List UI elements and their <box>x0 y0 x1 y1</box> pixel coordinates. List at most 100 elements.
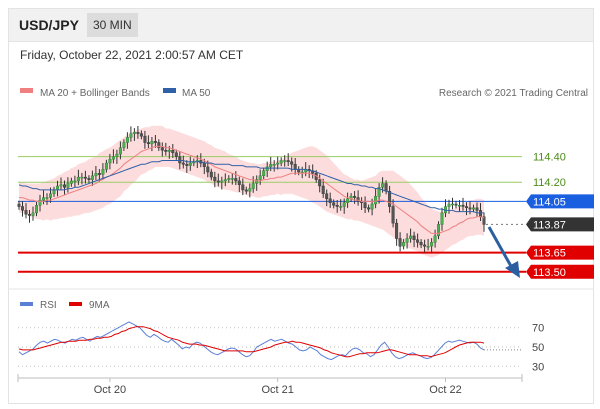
candle-body <box>279 160 283 164</box>
level-label: 113.50 <box>533 267 566 279</box>
candle-body <box>206 166 210 173</box>
candle-body <box>132 132 136 134</box>
candle-body <box>454 203 458 206</box>
candle-body <box>174 152 178 157</box>
candle-body <box>139 133 143 137</box>
candle-body <box>262 170 266 176</box>
candle-body <box>104 162 108 170</box>
candle-body <box>230 178 234 180</box>
x-tick-label: Oct 22 <box>429 384 461 396</box>
candle-body <box>461 204 465 207</box>
candle-body <box>125 137 129 143</box>
candle-body <box>73 180 77 183</box>
candle-body <box>465 206 469 208</box>
x-ticks: Oct 20 Oct 21 Oct 22 <box>94 378 462 396</box>
candle-body <box>426 245 430 248</box>
candle-body <box>56 185 60 190</box>
candle-body <box>59 184 63 187</box>
symbol-label: USD/JPY <box>19 17 79 33</box>
candle-body <box>90 175 94 180</box>
candle-body <box>45 197 49 199</box>
candle-body <box>146 142 150 144</box>
candle-body <box>440 212 444 225</box>
arrow-shaft <box>487 226 514 269</box>
candle-body <box>251 183 255 189</box>
candle-body <box>24 210 28 215</box>
candle-body <box>164 149 168 152</box>
candle-body <box>437 224 441 237</box>
level-label: 113.65 <box>533 248 566 260</box>
candle-body <box>129 133 133 138</box>
candle-body <box>272 164 276 166</box>
level-label: 113.87 <box>533 219 566 231</box>
candle-body <box>370 203 374 210</box>
candle-body <box>412 235 416 240</box>
interval-badge[interactable]: 30 MIN <box>87 13 138 37</box>
ma50-legend-label: MA 50 <box>182 88 211 99</box>
candle-body <box>447 203 451 207</box>
bollinger-band-area <box>19 125 484 258</box>
candle-body <box>87 178 91 180</box>
candle-body <box>472 207 476 210</box>
candle-body <box>395 222 399 239</box>
rsi-line <box>18 321 485 361</box>
candle-body <box>38 199 42 206</box>
candle-body <box>353 196 357 198</box>
candle-body <box>248 188 252 192</box>
candle-body <box>76 176 80 182</box>
candle-body <box>367 207 371 210</box>
candle-body <box>255 179 259 184</box>
candle-body <box>69 180 73 184</box>
candle-body <box>223 179 227 182</box>
forecast-arrow <box>487 226 520 278</box>
arrow-head <box>505 261 520 278</box>
candle-body <box>423 244 427 247</box>
candle-body <box>49 193 53 198</box>
candle-body <box>276 162 280 165</box>
candle-body <box>108 158 112 164</box>
candle-body <box>468 207 472 210</box>
candle-body <box>430 242 434 247</box>
candle-body <box>216 180 220 183</box>
candle-body <box>283 160 287 162</box>
rsi-lines <box>18 321 522 361</box>
x-tick-label: Oct 20 <box>94 384 126 396</box>
rsi-ma-legend-swatch <box>69 302 82 306</box>
candle-body <box>227 178 231 180</box>
candle-body <box>181 162 185 165</box>
rsi-tick-label: 70 <box>532 323 544 335</box>
candle-body <box>391 206 395 224</box>
candle-body <box>265 166 269 171</box>
candle-body <box>153 141 157 143</box>
rsi-legend-label: RSI <box>40 300 57 311</box>
candle-body <box>178 156 182 164</box>
level-label: 114.40 <box>533 152 566 164</box>
candle-body <box>342 202 346 207</box>
candle-body <box>167 149 171 152</box>
candle-body <box>115 153 119 157</box>
candle-body <box>213 176 217 182</box>
chart-datetime: Friday, October 22, 2021 2:00:57 AM CET <box>20 48 244 62</box>
ma20-line <box>19 145 485 234</box>
candle-body <box>185 164 189 166</box>
candle-body <box>405 238 409 243</box>
candle-body <box>143 135 147 143</box>
candle-body <box>42 197 46 201</box>
candle-body <box>94 173 98 177</box>
candle-body <box>21 206 25 211</box>
candle-body <box>188 162 192 166</box>
bollinger-legend-label: MA 20 + Bollinger Bands <box>40 88 150 99</box>
candle-body <box>157 142 161 148</box>
candle-body <box>318 179 322 187</box>
candle-body <box>346 198 350 203</box>
candle-body <box>122 142 126 148</box>
candle-body <box>335 204 339 207</box>
candle-body <box>482 216 486 225</box>
rsi-tick-label: 30 <box>532 361 544 373</box>
candle-body <box>475 207 479 211</box>
candle-body <box>290 161 294 165</box>
chart-header: USD/JPY 30 MIN <box>9 9 593 42</box>
price-levels <box>18 156 526 273</box>
candle-body <box>97 173 101 175</box>
